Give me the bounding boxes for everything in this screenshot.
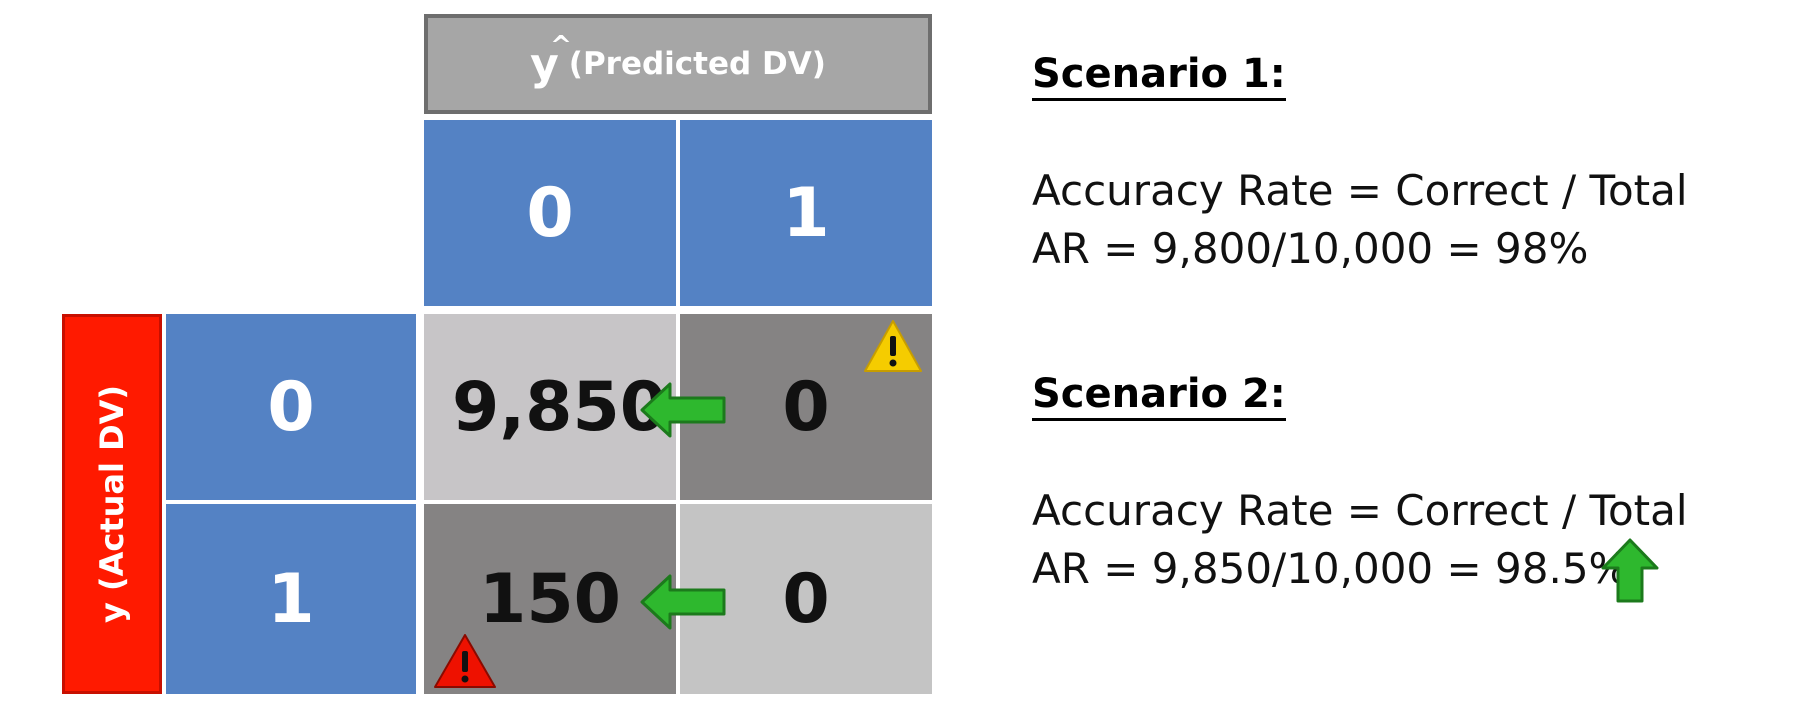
scenario-1-title: Scenario 1: (1032, 52, 1286, 101)
scenario-2-result: AR = 9,850/10,000 = 98.5% (1032, 544, 1629, 593)
arrow-left-icon (640, 574, 726, 630)
scenario-1-result: AR = 9,800/10,000 = 98% (1032, 224, 1589, 273)
col-label-0: 0 (424, 120, 676, 306)
cell-value: 0 (782, 367, 830, 447)
arrow-left-icon (640, 382, 726, 438)
actual-dv-header: y (Actual DV) (62, 314, 162, 694)
y-hat-symbol: y ^ (530, 30, 572, 90)
col-label-1: 1 (680, 120, 932, 306)
hat-accent: ^ (550, 30, 572, 61)
scenario-2-formula: Accuracy Rate = Correct / Total (1032, 486, 1688, 535)
row-label-1: 1 (166, 504, 416, 694)
scenario-1-formula: Accuracy Rate = Correct / Total (1032, 166, 1688, 215)
predicted-dv-label: (Predicted DV) (568, 46, 826, 82)
cell-value: 0 (782, 559, 830, 639)
row-label-0: 0 (166, 314, 416, 500)
cell-value: 150 (479, 559, 621, 639)
predicted-dv-header: y ^ (Predicted DV) (424, 14, 932, 114)
warning-icon (864, 320, 922, 372)
scenario-2-title: Scenario 2: (1032, 372, 1286, 421)
cell-value: 9,850 (452, 367, 668, 447)
warning-icon (434, 634, 496, 688)
actual-dv-label: y (Actual DV) (93, 384, 131, 624)
cell-true-negative: 9,850 (424, 314, 676, 500)
arrow-up-icon (1601, 538, 1659, 603)
